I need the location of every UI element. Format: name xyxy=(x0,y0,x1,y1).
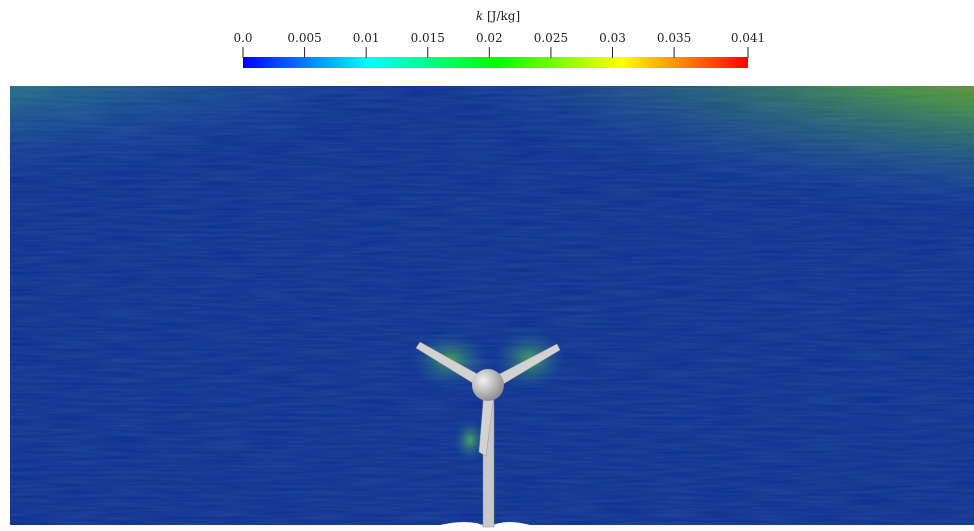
variable: k xyxy=(476,9,483,23)
colorbar xyxy=(243,57,748,68)
tick-label: 0.01 xyxy=(353,31,380,45)
turbine xyxy=(415,341,561,528)
tick-label: 0.015 xyxy=(411,31,445,45)
unit: [J/kg] xyxy=(487,9,520,23)
tick-label: 0.041 xyxy=(731,31,765,45)
tick-label: 0.035 xyxy=(657,31,691,45)
tick-label: 0.03 xyxy=(599,31,626,45)
tick-label: 0.005 xyxy=(287,31,321,45)
tick-label: 0.0 xyxy=(233,31,252,45)
tick-label: 0.025 xyxy=(534,31,568,45)
colorbar-title: k [J/kg] xyxy=(476,9,520,23)
tick-label: 0.02 xyxy=(476,31,503,45)
